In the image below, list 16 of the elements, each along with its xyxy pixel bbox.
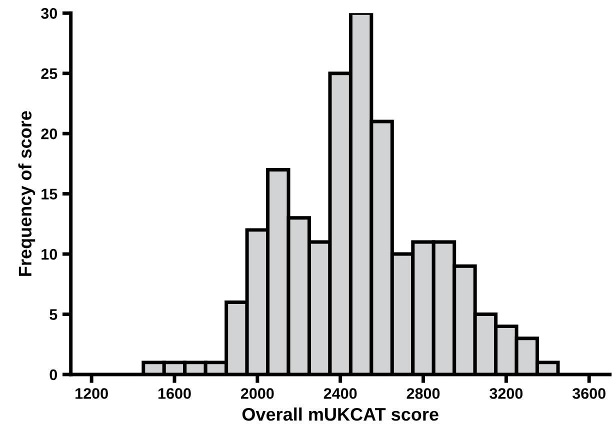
x-tick-label: 2800 xyxy=(406,388,440,399)
y-tick-label: 30 xyxy=(41,8,58,19)
y-tick-label: 15 xyxy=(42,188,58,200)
y-tick-label: 20 xyxy=(41,128,58,140)
y-axis-title: Frequency of score xyxy=(18,111,36,276)
x-tick-label: 3600 xyxy=(572,388,606,399)
x-tick-label: 2000 xyxy=(240,388,274,399)
x-axis-title: Overall mUKCAT score xyxy=(242,407,438,421)
y-tick-label: 5 xyxy=(50,309,58,320)
x-tick-label: 2400 xyxy=(324,388,357,399)
y-tick-label: 0 xyxy=(50,369,58,380)
x-tick-label: 1200 xyxy=(76,388,108,399)
x-tick-label: 1600 xyxy=(158,388,191,399)
y-tick-label: 10 xyxy=(42,248,58,260)
y-tick-label: 25 xyxy=(41,68,58,80)
x-tick-label: 3200 xyxy=(490,388,523,399)
